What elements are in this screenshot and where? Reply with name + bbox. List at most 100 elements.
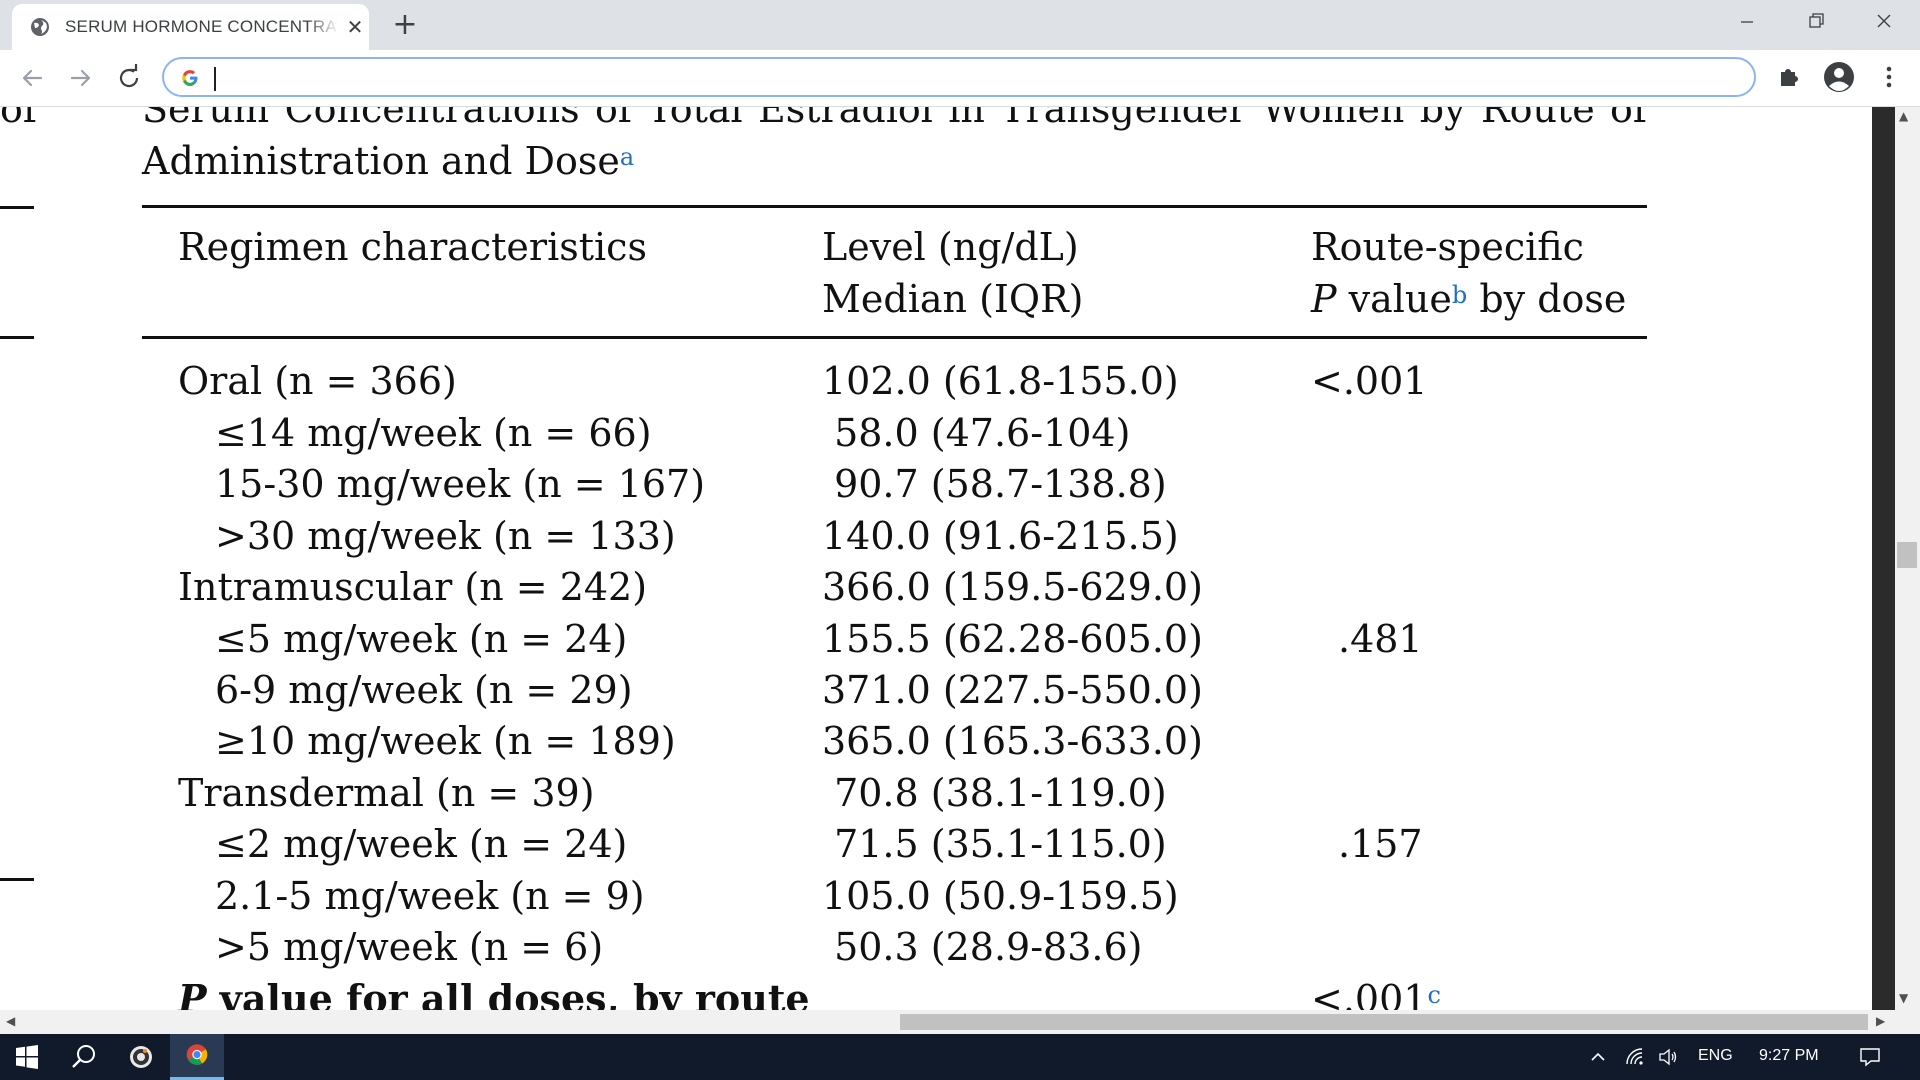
back-arrow-icon[interactable] — [14, 60, 50, 96]
header-level-line2: Median (IQR) — [822, 277, 1084, 321]
row-pvalue: .481 — [1338, 617, 1423, 661]
minimize-icon[interactable] — [1715, 0, 1779, 44]
table-row: 6-9 mg/week (n = 29) 371.0 (227.5-550.0) — [0, 664, 1872, 716]
row-level: 140.0 (91.6-215.5) — [822, 514, 1179, 558]
header-pvalue: Route-specific P valueb by dose — [1311, 221, 1626, 325]
new-tab-button[interactable]: + — [392, 7, 418, 42]
caption-footnote-link[interactable]: a — [619, 143, 635, 171]
table-row: Oral (n = 366) 102.0 (61.8-155.0) <.001 — [0, 355, 1872, 407]
browser-tab[interactable]: SERUM HORMONE CONCENTRATIONS ✕ — [12, 4, 369, 50]
tab-close-icon[interactable]: ✕ — [346, 15, 364, 39]
document-page: of Serum Concentrations of Total Estradi… — [0, 107, 1872, 1010]
media-app-icon[interactable] — [114, 1034, 168, 1080]
row-label: >30 mg/week (n = 133) — [215, 514, 676, 558]
horizontal-scrollbar[interactable]: ◀ ▶ — [0, 1010, 1920, 1034]
row-label: 2.1-5 mg/week (n = 9) — [215, 874, 645, 918]
table-row: ≤14 mg/week (n = 66) 58.0 (47.6-104) — [0, 407, 1872, 459]
caption-text: Administration and Dose — [142, 139, 620, 183]
reload-icon[interactable] — [111, 60, 147, 96]
header-pvalue-line2: P valueb by dose — [1311, 273, 1626, 325]
row-label: ≥10 mg/week (n = 189) — [215, 719, 676, 763]
horizontal-scroll-thumb[interactable] — [900, 1014, 1868, 1030]
row-pvalue: .157 — [1338, 822, 1423, 866]
footer-pvalue-text: <.001 — [1311, 977, 1428, 1010]
chrome-app-icon[interactable] — [170, 1034, 224, 1080]
volume-icon[interactable] — [1657, 1046, 1679, 1068]
left-column-rule — [0, 878, 34, 881]
left-column-fragment: of — [0, 107, 37, 131]
table-caption: Serum Concentrations of Total Estradiol … — [142, 107, 1647, 187]
header-pvalue-line1: Route-specific — [1311, 225, 1584, 269]
notifications-icon[interactable] — [1859, 1046, 1881, 1068]
wifi-icon[interactable] — [1624, 1046, 1646, 1068]
header-level: Level (ng/dL) Median (IQR) — [822, 221, 1084, 325]
vertical-scrollbar[interactable]: ▲ ▼ — [1872, 107, 1920, 1010]
footer-label-text: value for all doses, by route — [206, 976, 810, 1010]
globe-icon — [31, 18, 49, 36]
table-row: ≤5 mg/week (n = 24) 155.5 (62.28-605.0) … — [0, 613, 1872, 665]
table-header-rule — [142, 336, 1647, 339]
table-top-rule — [142, 205, 1647, 208]
row-level: 102.0 (61.8-155.0) — [822, 359, 1179, 403]
profile-avatar-icon[interactable] — [1822, 60, 1856, 94]
page-dark-gutter — [1872, 107, 1895, 1010]
caption-line-1: Serum Concentrations of Total Estradiol … — [142, 107, 1647, 131]
footer-p-italic: P — [178, 976, 207, 1010]
close-window-icon[interactable] — [1852, 0, 1916, 44]
scroll-right-arrow-icon[interactable]: ▶ — [1876, 1014, 1886, 1028]
header-p-italic: P — [1311, 277, 1337, 321]
windows-taskbar: ENG 9:27 PM — [0, 1034, 1920, 1080]
windows-start-icon[interactable] — [0, 1034, 54, 1080]
language-indicator[interactable]: ENG — [1698, 1047, 1733, 1064]
extensions-puzzle-icon[interactable] — [1772, 60, 1806, 94]
header-level-line1: Level (ng/dL) — [822, 225, 1079, 269]
header-footnote-link[interactable]: b — [1451, 281, 1468, 309]
row-level: 366.0 (159.5-629.0) — [822, 565, 1203, 609]
table-row: ≤2 mg/week (n = 24) 71.5 (35.1-115.0) .1… — [0, 818, 1872, 870]
header-by-dose: by dose — [1467, 277, 1627, 321]
scroll-left-arrow-icon[interactable]: ◀ — [6, 1014, 16, 1028]
more-menu-icon[interactable] — [1872, 60, 1906, 94]
caption-line-2: Administration and Dosea — [142, 135, 1647, 187]
tab-strip: SERUM HORMONE CONCENTRATIONS ✕ + — [0, 0, 1920, 50]
row-label: Transdermal (n = 39) — [178, 771, 595, 815]
chevron-up-icon[interactable] — [1587, 1046, 1609, 1068]
table-row: >5 mg/week (n = 6) 50.3 (28.9-83.6) — [0, 921, 1872, 973]
row-pvalue: <.001 — [1311, 359, 1428, 403]
row-level: 105.0 (50.9-159.5) — [822, 874, 1179, 918]
google-g-icon — [182, 70, 198, 86]
forward-arrow-icon[interactable] — [63, 60, 99, 96]
table-row: 15-30 mg/week (n = 167) 90.7 (58.7-138.8… — [0, 458, 1872, 510]
table-row: 2.1-5 mg/week (n = 9) 105.0 (50.9-159.5) — [0, 870, 1872, 922]
table-footer-row: P value for all doses, by route <.001c — [0, 973, 1872, 1010]
restore-icon[interactable] — [1784, 0, 1848, 44]
row-label: 15-30 mg/week (n = 167) — [215, 462, 706, 506]
table-row: Intramuscular (n = 242) 366.0 (159.5-629… — [0, 561, 1872, 613]
row-level: 58.0 (47.6-104) — [822, 411, 1131, 455]
row-level: 50.3 (28.9-83.6) — [822, 925, 1143, 969]
address-bar[interactable] — [162, 57, 1756, 97]
row-level: 155.5 (62.28-605.0) — [822, 617, 1203, 661]
tab-title-fade — [307, 12, 339, 42]
table-row: Transdermal (n = 39) 70.8 (38.1-119.0) — [0, 767, 1872, 819]
header-value-word: value — [1336, 277, 1452, 321]
table-row: ≥10 mg/week (n = 189) 365.0 (165.3-633.0… — [0, 715, 1872, 767]
search-icon[interactable] — [56, 1034, 110, 1080]
row-label: 6-9 mg/week (n = 29) — [215, 668, 633, 712]
footer-label: P value for all doses, by route — [178, 973, 810, 1010]
row-label: ≤14 mg/week (n = 66) — [215, 411, 652, 455]
footer-pvalue: <.001c — [1311, 973, 1441, 1010]
clock-time[interactable]: 9:27 PM — [1759, 1047, 1819, 1064]
row-level: 365.0 (165.3-633.0) — [822, 719, 1203, 763]
scroll-down-arrow-icon[interactable]: ▼ — [1899, 991, 1909, 1005]
left-column-rule — [0, 336, 34, 339]
scroll-up-arrow-icon[interactable]: ▲ — [1899, 109, 1909, 123]
header-regimen: Regimen characteristics — [178, 225, 647, 269]
row-level: 371.0 (227.5-550.0) — [822, 668, 1203, 712]
row-label: Intramuscular (n = 242) — [178, 565, 648, 609]
vertical-scroll-thumb[interactable] — [1897, 542, 1917, 568]
row-level: 90.7 (58.7-138.8) — [822, 462, 1167, 506]
footer-footnote-link[interactable]: c — [1427, 981, 1441, 1009]
tab-title: SERUM HORMONE CONCENTRATIONS — [65, 17, 337, 36]
table-row: >30 mg/week (n = 133) 140.0 (91.6-215.5) — [0, 510, 1872, 562]
